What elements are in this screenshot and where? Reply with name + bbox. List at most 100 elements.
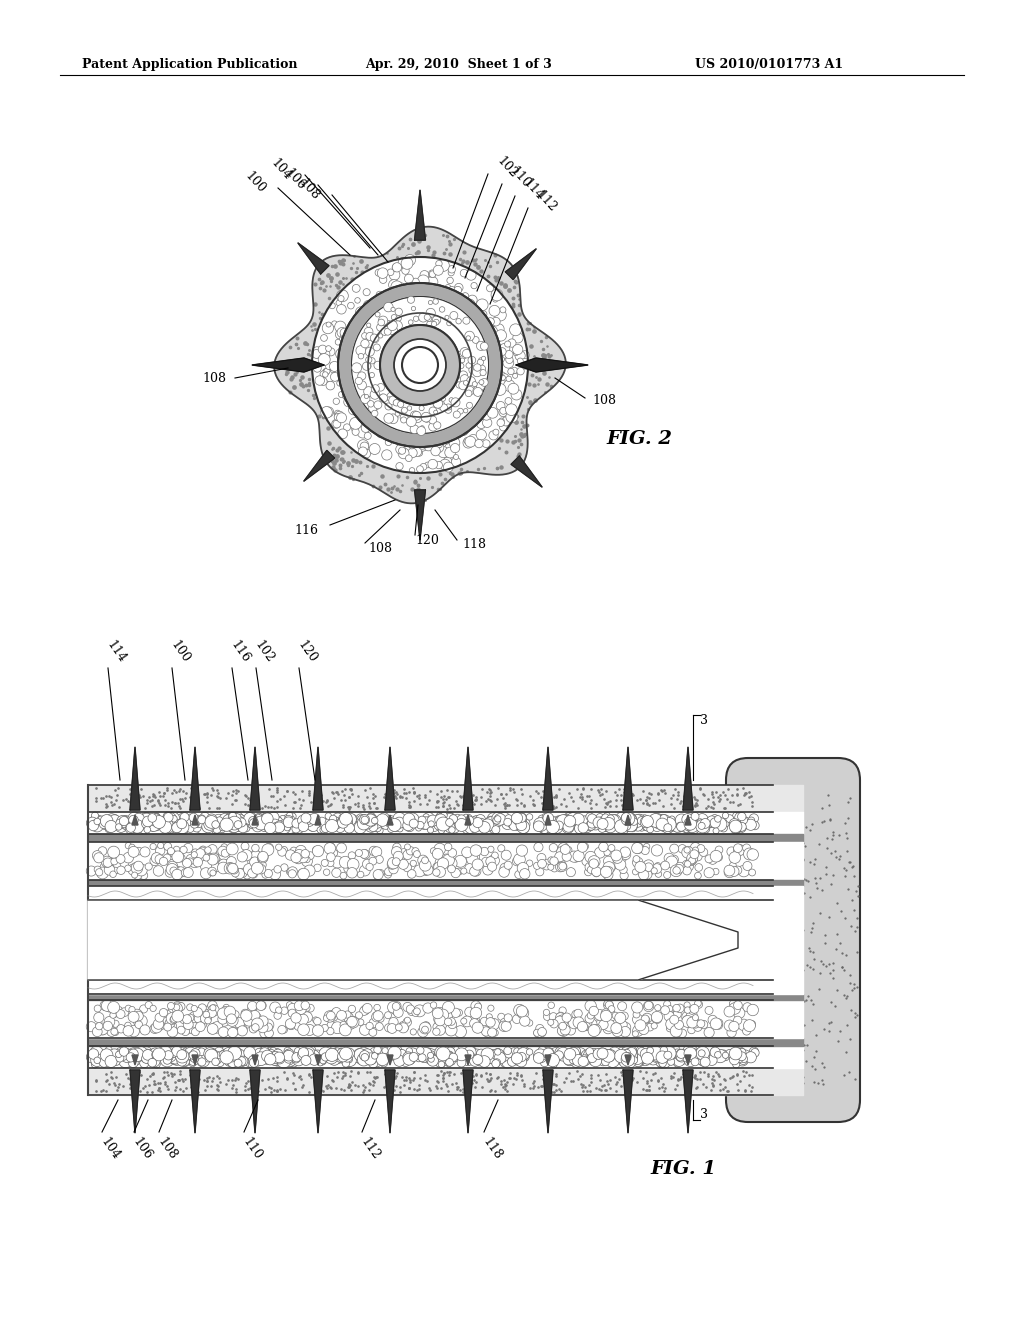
Circle shape (398, 859, 409, 870)
Circle shape (646, 816, 658, 828)
Circle shape (182, 1056, 190, 1064)
Circle shape (312, 257, 528, 473)
Circle shape (539, 824, 548, 833)
Circle shape (585, 821, 593, 829)
Circle shape (318, 345, 327, 354)
Circle shape (714, 1049, 727, 1063)
Circle shape (748, 817, 755, 824)
Circle shape (148, 1051, 155, 1056)
Circle shape (359, 865, 371, 876)
Circle shape (180, 1056, 189, 1065)
Circle shape (414, 865, 426, 876)
Polygon shape (380, 325, 460, 405)
Circle shape (334, 822, 341, 829)
Circle shape (550, 1019, 558, 1028)
Circle shape (585, 1001, 596, 1011)
Circle shape (180, 821, 189, 830)
Circle shape (106, 1027, 117, 1036)
Circle shape (573, 853, 583, 862)
Circle shape (293, 821, 305, 833)
Circle shape (437, 260, 450, 272)
Circle shape (345, 820, 352, 828)
Circle shape (286, 1019, 296, 1030)
Circle shape (465, 389, 472, 397)
Polygon shape (274, 227, 565, 503)
Circle shape (559, 1048, 569, 1059)
Circle shape (700, 1057, 710, 1067)
Circle shape (264, 822, 275, 834)
Circle shape (224, 1056, 234, 1067)
Circle shape (361, 1053, 369, 1061)
Circle shape (713, 869, 719, 875)
Circle shape (340, 873, 347, 879)
Circle shape (139, 871, 147, 879)
Circle shape (643, 843, 650, 850)
Circle shape (739, 817, 748, 826)
Circle shape (657, 1059, 667, 1068)
Polygon shape (338, 282, 502, 447)
Circle shape (357, 440, 369, 451)
Circle shape (205, 816, 218, 829)
Circle shape (472, 337, 479, 343)
Circle shape (125, 1049, 131, 1056)
Circle shape (211, 861, 223, 871)
Circle shape (601, 814, 609, 821)
Circle shape (445, 1051, 456, 1061)
Circle shape (241, 842, 249, 850)
Circle shape (351, 363, 361, 372)
Circle shape (476, 342, 485, 351)
Circle shape (460, 294, 468, 302)
Circle shape (599, 820, 610, 832)
Circle shape (181, 869, 189, 876)
Circle shape (424, 817, 436, 829)
Circle shape (302, 1012, 312, 1023)
Text: 118: 118 (462, 539, 486, 552)
Circle shape (343, 1055, 354, 1067)
Circle shape (467, 296, 477, 305)
Circle shape (98, 846, 106, 855)
Circle shape (693, 817, 699, 824)
Circle shape (673, 1049, 682, 1059)
Circle shape (313, 865, 322, 871)
Circle shape (542, 1053, 549, 1060)
Circle shape (396, 462, 403, 470)
Circle shape (308, 813, 321, 825)
Circle shape (729, 1003, 740, 1014)
Circle shape (648, 1047, 663, 1060)
Circle shape (228, 813, 237, 820)
Circle shape (677, 1049, 686, 1059)
Circle shape (259, 813, 272, 828)
Circle shape (542, 813, 549, 820)
Circle shape (637, 817, 646, 825)
Circle shape (97, 1056, 105, 1064)
Circle shape (103, 858, 113, 867)
Circle shape (154, 813, 160, 820)
Circle shape (715, 1019, 723, 1027)
Circle shape (385, 440, 392, 446)
Circle shape (464, 380, 468, 385)
Circle shape (177, 1047, 190, 1061)
Circle shape (626, 814, 637, 826)
Circle shape (745, 1052, 757, 1063)
Circle shape (684, 1047, 696, 1060)
Circle shape (683, 826, 690, 833)
Circle shape (234, 1018, 245, 1028)
Circle shape (197, 818, 205, 826)
Circle shape (478, 1056, 490, 1068)
Circle shape (144, 826, 151, 833)
Circle shape (186, 1047, 195, 1055)
Circle shape (663, 1049, 673, 1060)
Circle shape (697, 845, 705, 853)
Circle shape (433, 265, 443, 276)
Circle shape (312, 845, 324, 857)
Circle shape (643, 1001, 653, 1011)
Circle shape (393, 851, 403, 861)
Circle shape (489, 1055, 499, 1064)
Circle shape (715, 816, 721, 822)
Circle shape (552, 821, 561, 830)
Circle shape (361, 818, 373, 829)
Circle shape (426, 434, 435, 444)
Circle shape (547, 816, 556, 825)
Circle shape (566, 1047, 580, 1060)
Circle shape (172, 851, 183, 863)
